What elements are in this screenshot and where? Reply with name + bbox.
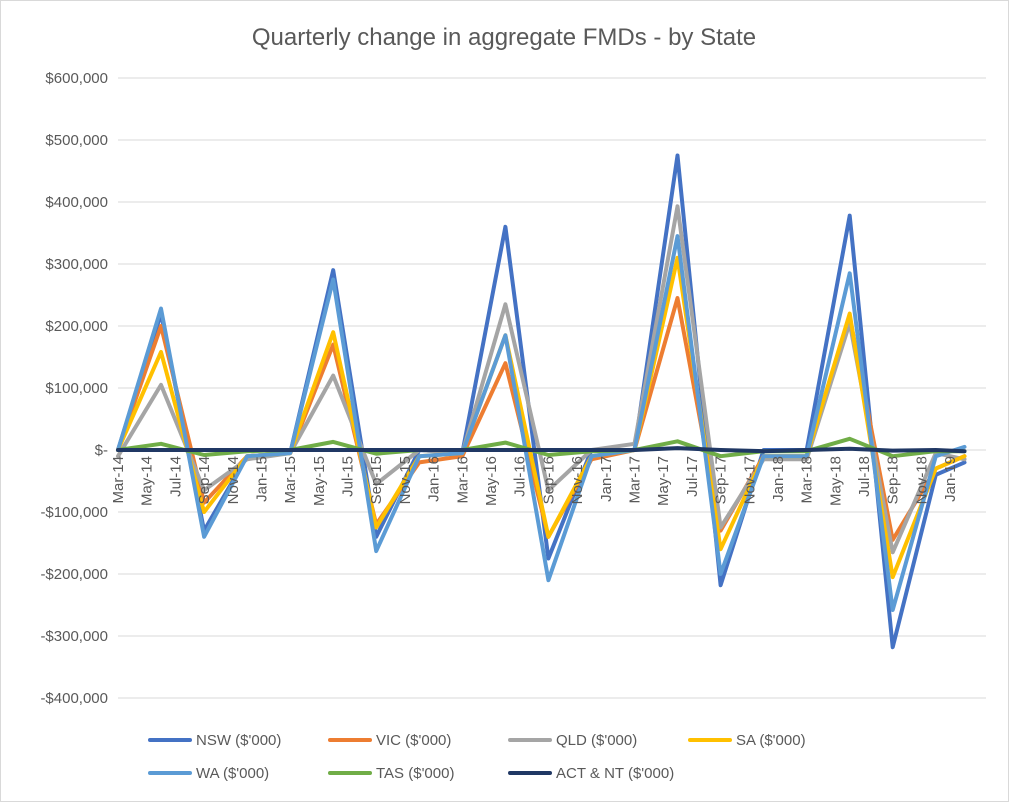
legend-label: ACT & NT ($'000) [556,765,674,782]
y-tick-label: $100,000 [45,380,108,397]
x-tick-label: Jan-18 [770,456,787,502]
x-tick-label: May-14 [139,456,156,506]
y-tick-label: -$100,000 [40,504,108,521]
x-tick-label: Jul-15 [340,456,357,497]
series-lines [116,153,967,650]
x-tick-label: Sep-16 [540,456,557,504]
x-tick-label: Jul-16 [512,456,529,497]
legend-label: SA ($'000) [736,732,806,749]
y-tick-label: -$400,000 [40,690,108,707]
legend-label: TAS ($'000) [376,765,454,782]
chart-title: Quarterly change in aggregate FMDs - by … [252,24,756,51]
series-line-0 [116,153,967,650]
y-tick-label: $400,000 [45,194,108,211]
y-tick-label: $300,000 [45,256,108,273]
x-tick-label: Jan-16 [426,456,443,502]
x-tick-label: Sep-15 [368,456,385,504]
x-tick-label: Jul-14 [167,456,184,497]
y-tick-label: $600,000 [45,70,108,87]
legend-label: NSW ($'000) [196,732,281,749]
x-tick-label: Nov-17 [741,456,758,504]
y-tick-label: $200,000 [45,318,108,335]
y-tick-label: $500,000 [45,132,108,149]
x-tick-label: Sep-14 [196,456,213,504]
series-line-6 [116,446,967,454]
y-axis-ticks: $600,000 $500,000 $400,000 $300,000 $200,000… [40,70,108,707]
x-tick-label: Jul-17 [684,456,701,497]
x-tick-label: May-18 [827,456,844,506]
x-tick-label: Jan-15 [253,456,270,502]
x-tick-label: Jan-19 [942,456,959,502]
x-tick-label: Mar-14 [110,456,127,504]
x-tick-label: Nov-15 [397,456,414,504]
y-tick-label: -$200,000 [40,566,108,583]
x-tick-label: Jul-18 [856,456,873,497]
x-axis-ticks: Mar-14 May-14 Jul-14 Sep-14 Nov-14 Jan-15 Mar-… [110,456,959,506]
legend: NSW ($'000) VIC ($'000) QLD ($'000) SA ($'0… [148,732,806,782]
series-line-2 [116,204,967,555]
x-tick-label: Nov-14 [225,456,242,504]
legend-label: QLD ($'000) [556,732,637,749]
x-tick-label: Sep-17 [713,456,730,504]
x-tick-label: May-17 [655,456,672,506]
legend-label: WA ($'000) [196,765,269,782]
y-tick-label: -$300,000 [40,628,108,645]
x-tick-label: Mar-16 [454,456,471,504]
x-tick-label: Mar-17 [626,456,643,504]
gridlines [118,77,986,699]
y-tick-label: $- [95,442,108,459]
x-tick-label: Nov-18 [913,456,930,504]
x-tick-label: Jan-17 [598,456,615,502]
x-tick-label: May-16 [483,456,500,506]
x-tick-label: May-15 [311,456,328,506]
x-tick-label: Mar-15 [282,456,299,504]
x-tick-label: Sep-18 [885,456,902,504]
legend-label: VIC ($'000) [376,732,451,749]
x-tick-label: Nov-16 [569,456,586,504]
x-tick-label: Mar-18 [799,456,816,504]
series-line-4 [116,234,967,612]
